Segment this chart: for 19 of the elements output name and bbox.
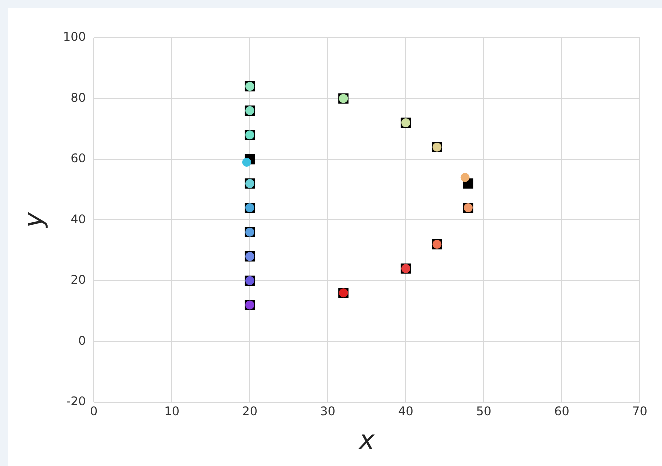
y-tick-label: 40 — [70, 212, 86, 226]
x-tick-label: 0 — [90, 404, 98, 419]
point — [460, 173, 470, 182]
y-tick-label: 60 — [70, 152, 86, 166]
y-axis-title: y — [19, 212, 50, 229]
y-tick-label: 0 — [78, 334, 86, 348]
x-tick-label: 60 — [554, 404, 570, 419]
y-tick-label: 100 — [63, 30, 86, 44]
y-tick-label: 80 — [70, 90, 86, 105]
point — [242, 158, 252, 168]
x-tick-label: 30 — [320, 404, 336, 419]
y-tick-label: 20 — [70, 273, 86, 288]
x-axis-title: x — [358, 426, 376, 456]
x-tick-label: 10 — [164, 404, 180, 419]
x-tick-label: 50 — [476, 404, 492, 419]
y-tick-label: -20 — [66, 394, 86, 409]
x-tick-label: 40 — [398, 404, 414, 419]
x-tick-label: 20 — [242, 404, 258, 419]
x-tick-label: 70 — [632, 404, 648, 419]
